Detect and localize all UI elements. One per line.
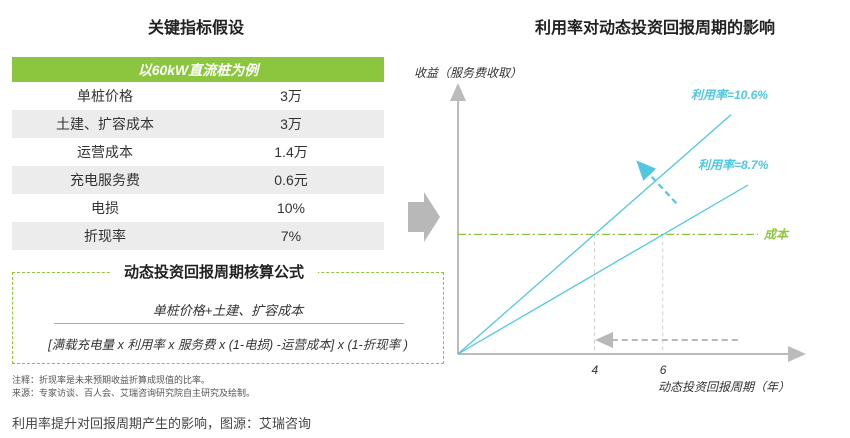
chart-title: 利用率对动态投资回报周期的影响 xyxy=(534,20,775,37)
table-row: 运营成本 1.4万 xyxy=(12,138,384,166)
row-label: 单桩价格 xyxy=(77,88,133,104)
image-caption: 利用率提升对回报周期产生的影响，图源：艾瑞咨询 xyxy=(12,416,312,431)
series-line xyxy=(457,114,732,355)
left-title: 关键指标假设 xyxy=(147,20,244,37)
right-arrow-shape xyxy=(408,192,440,242)
series-label: 利用率=8.7% xyxy=(698,158,769,172)
table-row: 电损 10% xyxy=(12,194,384,222)
right-arrow-icon xyxy=(408,192,440,242)
series-label: 利用率=10.6% xyxy=(691,88,768,102)
formula-denominator: [满载充电量 x 利用率 x 服务费 x (1-电损) -运营成本] x (1-… xyxy=(48,338,408,352)
table-header: 以60kW直流桩为例 xyxy=(12,57,384,82)
source-text: 来源：专家访谈、百人会、艾瑞咨询研究院自主研究及绘制。 xyxy=(12,388,256,398)
row-label: 折现率 xyxy=(84,228,126,244)
table-row: 充电服务费 0.6元 xyxy=(12,166,384,194)
row-value: 10% xyxy=(276,200,306,216)
table-row: 土建、扩容成本 3万 xyxy=(12,110,384,138)
x-tick-label: 6 xyxy=(660,363,667,377)
table-row: 单桩价格 3万 xyxy=(12,82,384,110)
row-value: 3万 xyxy=(280,88,302,104)
utilization-increase-arrow xyxy=(636,160,678,204)
series-line xyxy=(457,184,749,355)
fraction-line xyxy=(54,323,404,324)
row-label: 土建、扩容成本 xyxy=(56,116,154,132)
line-chart: 收益（服务费收取） 动态投资回报周期（年） 成本 4 6 利用率=10.6% 利用率=8… xyxy=(414,66,806,394)
row-label: 电损 xyxy=(91,200,119,216)
row-label: 充电服务费 xyxy=(70,172,140,188)
x-tick-label: 4 xyxy=(591,363,598,377)
row-value: 3万 xyxy=(280,116,302,132)
x-axis-label: 动态投资回报周期（年） xyxy=(658,380,790,394)
row-value: 7% xyxy=(280,228,302,244)
y-axis-label: 收益（服务费收取） xyxy=(414,66,522,80)
table-row: 折现率 7% xyxy=(12,222,384,250)
cost-label: 成本 xyxy=(763,227,790,241)
note-text: 注释：折现率是未来预期收益折算成现值的比率。 xyxy=(12,375,211,385)
formula-numerator: 单桩价格+土建、扩容成本 xyxy=(152,303,304,318)
formula-title: 动态投资回报周期核算公式 xyxy=(110,261,319,282)
row-value: 1.4万 xyxy=(274,144,308,160)
row-value: 0.6元 xyxy=(274,172,308,188)
assumptions-table: 以60kW直流桩为例 单桩价格 3万 土建、扩容成本 3万 运营成本 1.4万 … xyxy=(12,57,384,250)
row-label: 运营成本 xyxy=(77,144,133,160)
